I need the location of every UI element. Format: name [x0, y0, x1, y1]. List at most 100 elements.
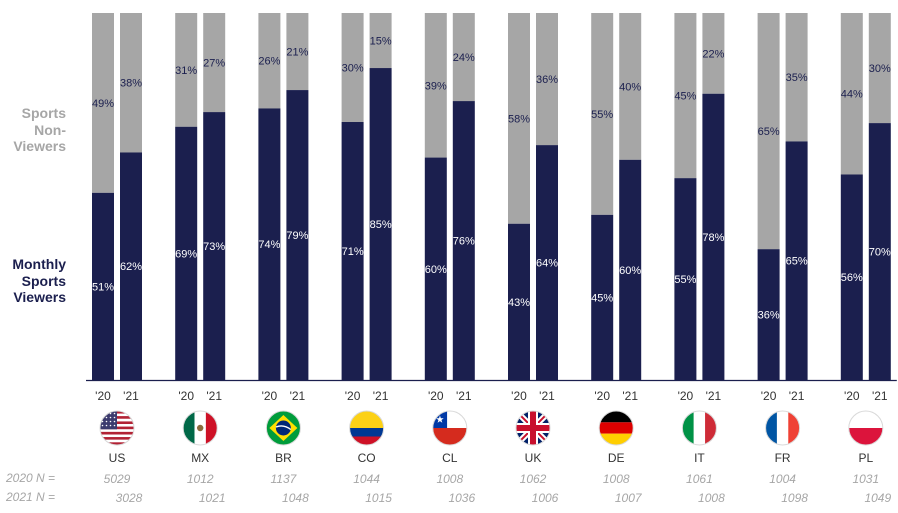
bar-non-viewers-mx-2021: [203, 13, 226, 113]
bar-viewers-us-2021: [120, 152, 142, 380]
bar-non-viewers-de-2021: [619, 13, 642, 160]
bar-viewers-co-2020: [341, 122, 364, 381]
data-label-viewers: 60%: [425, 264, 447, 276]
flag-de-icon: [599, 411, 634, 445]
bar-non-viewers-co-2021: [369, 13, 392, 69]
year-tick-label: '20: [95, 389, 111, 403]
sample-size-2021-label: 2021 N =: [6, 490, 56, 504]
country-code-label: IT: [694, 451, 705, 465]
data-label-viewers: 73%: [203, 241, 225, 253]
flag-it-icon: [682, 411, 717, 445]
year-tick-label: '20: [678, 389, 694, 403]
bars-group: [86, 13, 897, 382]
data-label-viewers: 60%: [619, 265, 641, 277]
bar-non-viewers-br-2020: [258, 13, 281, 109]
sample-size-us-2021: 3028: [116, 491, 143, 505]
data-label-non-viewers: 26%: [258, 56, 280, 68]
bar-non-viewers-pl-2020: [840, 13, 863, 175]
legend-non-viewers-line: Viewers: [13, 138, 66, 154]
bar-non-viewers-co-2020: [341, 13, 364, 123]
flag-fr-icon: [765, 411, 800, 445]
year-tick-label: '21: [706, 389, 722, 403]
country-code-label: US: [109, 451, 126, 465]
year-tick-label: '21: [539, 389, 555, 403]
year-tick-label: '20: [428, 389, 444, 403]
data-label-viewers: 62%: [120, 261, 142, 273]
data-label-viewers: 43%: [508, 297, 530, 309]
year-tick-label: '21: [789, 389, 805, 403]
year-tick-label: '20: [345, 389, 361, 403]
data-label-viewers: 51%: [92, 281, 114, 293]
sample-size-uk-2021: 1006: [532, 491, 559, 505]
country-code-label: CL: [442, 451, 458, 465]
year-tick-label: '20: [761, 389, 777, 403]
bar-viewers-it-2021: [702, 93, 725, 381]
bar-non-viewers-fr-2020: [757, 13, 780, 250]
flag-co-icon: [349, 411, 384, 445]
data-label-non-viewers: 30%: [342, 63, 364, 75]
legend-non-viewers: Sports Non- Viewers: [0, 105, 66, 155]
sample-size-mx-2020: 1012: [187, 472, 214, 486]
bar-viewers-uk-2021: [536, 145, 558, 380]
data-label-non-viewers: 65%: [758, 126, 780, 138]
bar-non-viewers-mx-2020: [175, 13, 198, 127]
sample-size-br-2021: 1048: [282, 491, 309, 505]
bar-non-viewers-us-2020: [92, 13, 114, 193]
legend-viewers-line: Viewers: [13, 289, 66, 305]
flag-us-icon: [100, 411, 134, 445]
data-label-non-viewers: 39%: [425, 80, 447, 92]
data-label-viewers: 55%: [674, 274, 696, 286]
data-label-viewers: 78%: [702, 232, 724, 244]
bar-viewers-us-2020: [92, 192, 114, 380]
year-tick-label: '21: [206, 389, 222, 403]
data-label-viewers: 64%: [536, 258, 558, 270]
year-tick-label: '20: [511, 389, 527, 403]
bar-viewers-co-2021: [369, 68, 392, 381]
sample-size-it-2020: 1061: [686, 472, 713, 486]
sample-size-de-2020: 1008: [603, 472, 630, 486]
bar-non-viewers-us-2021: [120, 13, 142, 153]
year-tick-label: '21: [872, 389, 888, 403]
year-tick-label: '20: [594, 389, 610, 403]
country-code-label: UK: [525, 451, 542, 465]
year-tick-label: '21: [456, 389, 472, 403]
bar-viewers-cl-2020: [424, 157, 447, 380]
year-tick-label: '20: [178, 389, 194, 403]
country-code-label: CO: [358, 451, 376, 465]
sample-size-cl-2020: 1008: [436, 472, 463, 486]
country-code-label: FR: [775, 451, 791, 465]
bar-non-viewers-pl-2021: [868, 13, 891, 124]
bar-viewers-br-2021: [286, 90, 309, 380]
bar-viewers-fr-2020: [757, 249, 780, 380]
flags-group: [99, 410, 884, 446]
sample-size-cl-2021: 1036: [448, 491, 475, 505]
country-code-label: DE: [608, 451, 625, 465]
bar-non-viewers-br-2021: [286, 13, 309, 91]
data-label-viewers: 56%: [841, 272, 863, 284]
data-label-viewers: 69%: [175, 248, 197, 260]
data-label-non-viewers: 31%: [175, 65, 197, 77]
flag-uk-icon: [516, 411, 550, 445]
data-label-viewers: 85%: [370, 219, 392, 231]
bar-non-viewers-de-2020: [591, 13, 614, 215]
legend-non-viewers-line: Non-: [34, 121, 66, 138]
data-label-viewers: 70%: [869, 247, 891, 259]
sample-size-uk-2020: 1062: [520, 472, 547, 486]
legend-viewers: Monthly Sports Viewers: [0, 256, 66, 306]
data-label-non-viewers: 44%: [841, 89, 863, 101]
bar-non-viewers-uk-2020: [508, 13, 530, 224]
data-label-non-viewers: 58%: [508, 113, 530, 125]
bar-viewers-pl-2021: [868, 123, 891, 380]
year-tick-label: '20: [262, 389, 278, 403]
data-label-viewers: 71%: [342, 246, 364, 258]
country-code-label: MX: [191, 451, 209, 465]
country-code-label: PL: [858, 451, 873, 465]
bar-non-viewers-cl-2021: [452, 13, 475, 102]
data-label-viewers: 36%: [758, 310, 780, 322]
sample-size-fr-2021: 1098: [781, 491, 808, 505]
country-code-label: BR: [275, 451, 292, 465]
year-tick-label: '21: [622, 389, 638, 403]
year-tick-label: '20: [844, 389, 860, 403]
data-label-non-viewers: 45%: [674, 91, 696, 103]
